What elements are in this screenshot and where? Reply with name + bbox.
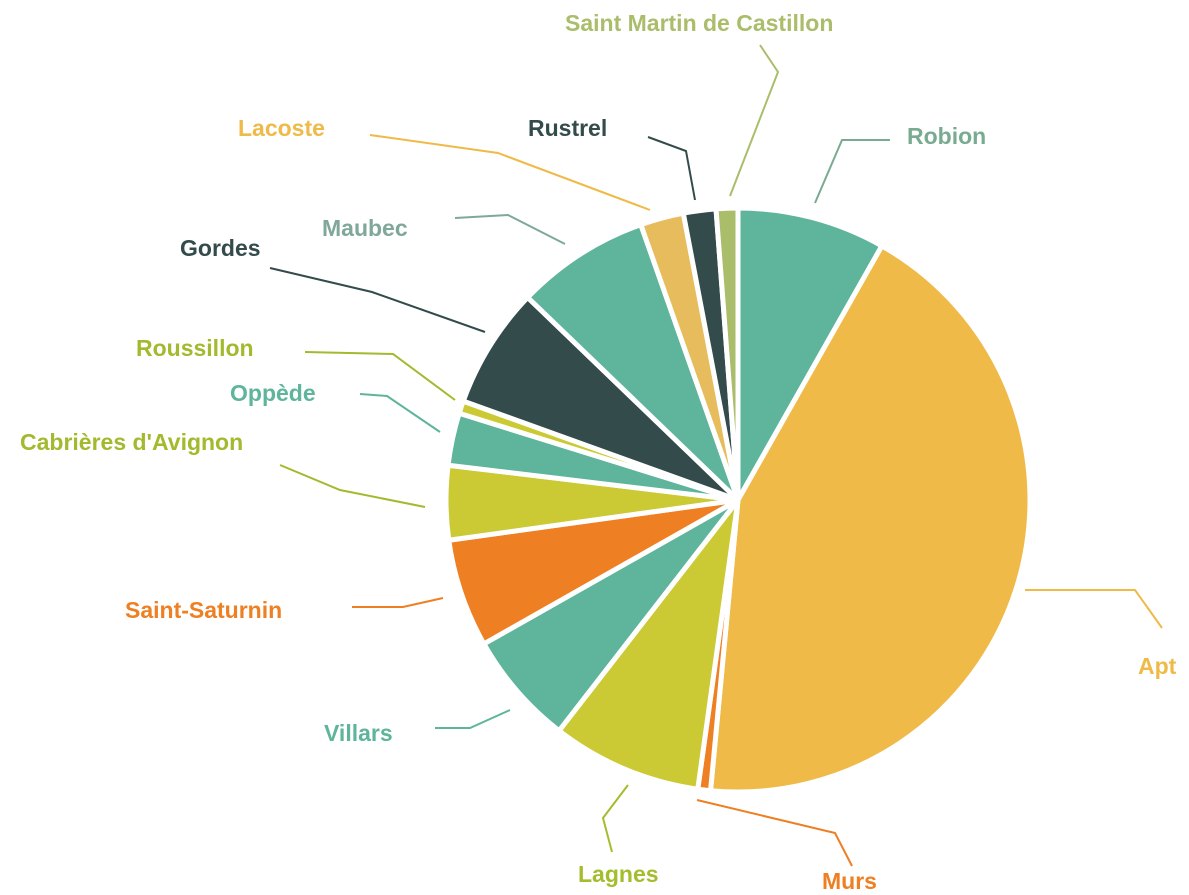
leader-line	[304, 351, 456, 401]
slice-label: Saint Martin de Castillon	[565, 10, 833, 36]
leader-line	[1025, 589, 1163, 629]
slice-label: Villars	[324, 720, 393, 746]
leader-line	[729, 44, 780, 197]
slice-label: Oppède	[230, 380, 316, 406]
pie-slice	[525, 222, 741, 503]
pie-slice	[556, 497, 741, 792]
slice-label: Murs	[822, 868, 877, 894]
slice-label: Lacoste	[238, 115, 325, 141]
leader-line	[435, 709, 511, 729]
slice-label: Robion	[907, 123, 986, 149]
leader-line	[696, 799, 853, 867]
leader-line	[454, 213, 566, 245]
slice-label: Gordes	[180, 235, 261, 261]
slice-label: Apt	[1138, 653, 1177, 679]
leader-line	[601, 784, 629, 853]
slice-label: Maubec	[322, 215, 408, 241]
leader-line	[814, 139, 890, 204]
slice-label: Lagnes	[578, 861, 659, 887]
leader-line	[359, 393, 441, 433]
leader-line	[279, 464, 426, 508]
pie-slice	[713, 205, 741, 503]
leader-line	[269, 267, 486, 333]
pie-slice	[708, 243, 1033, 795]
leader-line	[647, 136, 696, 201]
leader-line	[369, 134, 651, 211]
leader-line	[352, 597, 444, 608]
pie-slice	[735, 205, 885, 503]
slice-label: Rustrel	[528, 115, 607, 141]
slice-label: Roussillon	[136, 335, 254, 361]
slice-label: Saint-Saturnin	[125, 597, 282, 623]
slice-label: Cabrières d'Avignon	[20, 429, 243, 455]
